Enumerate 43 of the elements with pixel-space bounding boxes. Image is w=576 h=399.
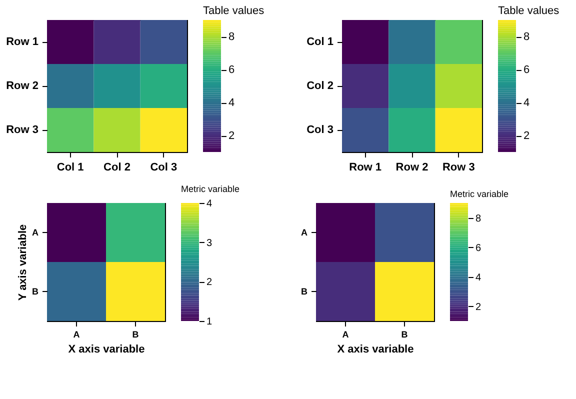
color-bar-label: 1 bbox=[206, 316, 212, 328]
x-tick-label: Row 3 bbox=[442, 162, 475, 174]
y-tick-label: Col 1 bbox=[306, 36, 334, 48]
y-tick-label: Col 3 bbox=[306, 124, 334, 136]
x-tick-label: Row 1 bbox=[349, 162, 382, 174]
x-tick-label: Col 3 bbox=[150, 162, 178, 174]
color-bar-label: 4 bbox=[206, 198, 212, 210]
x-tick-label: A bbox=[73, 330, 80, 340]
color-bar-label: 2 bbox=[228, 130, 235, 142]
color-bar-label: 2 bbox=[524, 130, 530, 142]
color-bar-label: 2 bbox=[476, 302, 482, 313]
color-bar-label: 4 bbox=[476, 272, 482, 284]
color-bar-label: 4 bbox=[524, 97, 530, 109]
color-bar-label: 8 bbox=[228, 31, 235, 43]
color-bar-label: 3 bbox=[206, 238, 212, 249]
color-bar-title: Metric variable bbox=[181, 184, 240, 194]
color-bar-label: 8 bbox=[524, 31, 530, 43]
x-tick-label: B bbox=[132, 330, 140, 340]
x-tick-label: A bbox=[342, 330, 350, 340]
x-tick-label: B bbox=[401, 330, 408, 340]
y-tick-label: A bbox=[301, 228, 308, 238]
color-bar-label: 6 bbox=[524, 64, 530, 76]
y-tick-label: Row 1 bbox=[6, 36, 38, 48]
y-tick-label: B bbox=[301, 286, 308, 296]
color-bar-title: Table values bbox=[498, 5, 560, 17]
color-bar-title: Table values bbox=[203, 5, 265, 17]
x-tick-label: Row 2 bbox=[396, 162, 428, 174]
x-axis-title: X axis variable bbox=[337, 344, 414, 356]
y-tick-label: Col 2 bbox=[306, 80, 334, 92]
y-tick-label: Row 3 bbox=[6, 124, 38, 136]
color-bar-label: 4 bbox=[228, 97, 235, 109]
color-bar-title: Metric variable bbox=[450, 189, 509, 199]
color-bar-label: 2 bbox=[206, 277, 212, 288]
color-bar-label: 6 bbox=[476, 242, 482, 254]
y-tick-label: A bbox=[32, 228, 39, 238]
y-tick-label: B bbox=[32, 286, 39, 296]
x-tick-label: Col 2 bbox=[104, 162, 130, 174]
y-axis-title: Y axis variable bbox=[17, 224, 29, 301]
color-bar-label: 6 bbox=[228, 64, 235, 76]
color-bar-label: 8 bbox=[476, 213, 482, 224]
y-tick-label: Row 2 bbox=[6, 80, 38, 92]
x-axis-title: X axis variable bbox=[68, 344, 145, 356]
x-tick-label: Col 1 bbox=[56, 162, 84, 174]
